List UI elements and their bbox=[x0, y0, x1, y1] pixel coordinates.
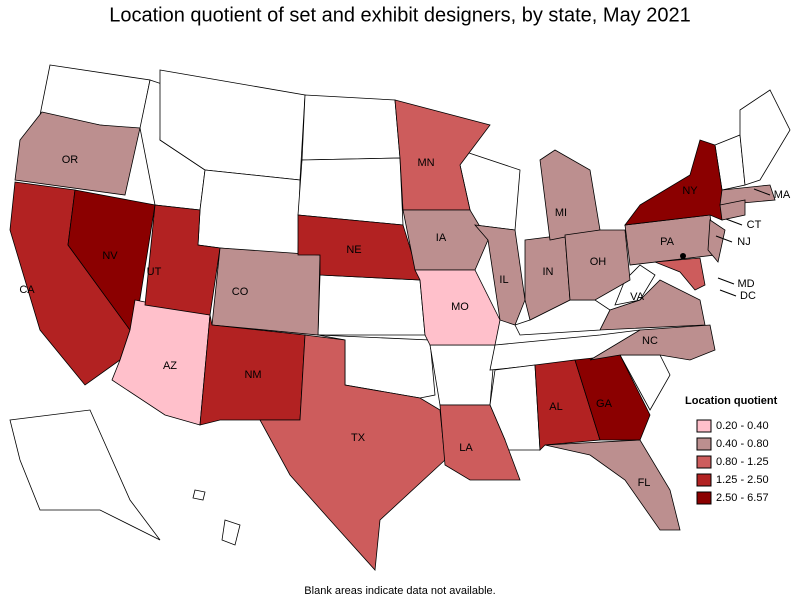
state bbox=[719, 199, 746, 221]
leader bbox=[715, 235, 733, 243]
state bbox=[599, 279, 706, 331]
state bbox=[534, 359, 601, 451]
legend-label: 0.80 - 1.25 bbox=[716, 456, 769, 468]
state-label: DC bbox=[740, 290, 756, 302]
state-label: MD bbox=[737, 278, 754, 290]
state-label: MI bbox=[555, 207, 567, 219]
state-label: AL bbox=[549, 401, 562, 413]
legend-swatch bbox=[696, 419, 712, 433]
state bbox=[474, 224, 526, 326]
state-label: UT bbox=[147, 266, 162, 278]
state-label: GA bbox=[596, 398, 613, 410]
state bbox=[259, 334, 446, 571]
state-label: IL bbox=[499, 274, 508, 286]
legend-swatch bbox=[696, 455, 712, 469]
state bbox=[624, 139, 723, 226]
state-label: NM bbox=[244, 369, 261, 381]
state bbox=[402, 209, 489, 271]
blank-states bbox=[9, 64, 791, 546]
state-label: TX bbox=[351, 432, 366, 444]
leader bbox=[717, 277, 735, 285]
legend-swatch bbox=[696, 473, 712, 487]
state bbox=[680, 253, 686, 259]
state-label: PA bbox=[660, 236, 675, 248]
state-label: MN bbox=[417, 157, 434, 169]
state-label: CT bbox=[747, 219, 762, 231]
state-label: MA bbox=[774, 189, 791, 201]
state bbox=[211, 247, 321, 336]
state-label: IA bbox=[436, 232, 447, 244]
leader bbox=[725, 218, 743, 226]
state-label: OR bbox=[62, 154, 79, 166]
state bbox=[707, 219, 726, 263]
states bbox=[9, 99, 776, 571]
state bbox=[564, 229, 631, 301]
state-label: VA bbox=[630, 291, 645, 303]
state bbox=[589, 324, 716, 361]
state-label: NV bbox=[102, 250, 118, 262]
state-labels: OR CA NV AZ UT CO NM TX NE MN IA MO IL IN MI OH LA AL GA FL… bbox=[19, 154, 791, 489]
legend-label: 0.20 - 0.40 bbox=[716, 420, 769, 432]
state-label: LA bbox=[459, 442, 473, 454]
legend-swatch bbox=[696, 437, 712, 451]
footnote: Blank areas indicate data not available. bbox=[304, 585, 495, 597]
state-label: NC bbox=[642, 335, 658, 347]
state-label: NY bbox=[682, 185, 698, 197]
leader bbox=[719, 289, 737, 297]
state bbox=[654, 257, 706, 291]
legend-label: 2.50 - 6.57 bbox=[716, 492, 769, 504]
title: Location quotient of set and exhibit des… bbox=[109, 4, 690, 26]
legend-label: 1.25 - 2.50 bbox=[716, 474, 769, 486]
state bbox=[539, 149, 601, 241]
legend-title: Location quotient bbox=[685, 395, 778, 407]
state-label: FL bbox=[638, 477, 651, 489]
state-label: OH bbox=[590, 256, 607, 268]
state-label: IN bbox=[543, 266, 554, 278]
leader bbox=[753, 188, 771, 196]
state-label: CA bbox=[19, 284, 35, 296]
state bbox=[719, 184, 776, 206]
legend-swatch bbox=[696, 491, 712, 505]
state bbox=[439, 404, 521, 481]
legend: Location quotient 0.20 - 0.40 0.40 - 0.80… bbox=[685, 395, 778, 505]
state-label: MO bbox=[451, 301, 469, 313]
legend-label: 0.40 - 0.80 bbox=[716, 438, 769, 450]
state-label: NE bbox=[346, 244, 361, 256]
state bbox=[544, 439, 681, 531]
state-label: NJ bbox=[737, 236, 750, 248]
state bbox=[414, 269, 501, 346]
state bbox=[297, 214, 421, 281]
state-label: AZ bbox=[163, 360, 177, 372]
state bbox=[14, 111, 141, 196]
state-label: CO bbox=[232, 286, 249, 298]
